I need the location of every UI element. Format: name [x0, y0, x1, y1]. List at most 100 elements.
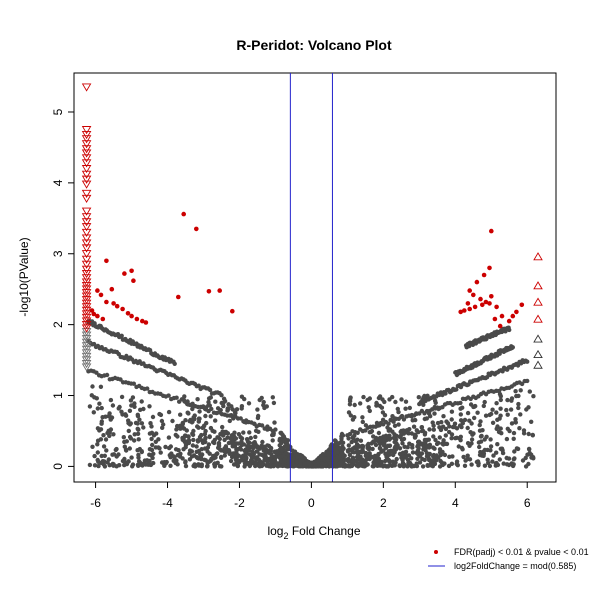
- background-point: [301, 455, 306, 460]
- background-point: [505, 412, 510, 417]
- background-point: [504, 436, 510, 442]
- clipped-triangle-down: [81, 180, 92, 189]
- significant-point: [143, 320, 149, 325]
- background-point: [513, 389, 518, 394]
- background-point: [375, 453, 380, 458]
- background-point: [432, 461, 438, 467]
- background-point: [304, 462, 309, 467]
- background-point: [373, 442, 379, 448]
- background-point: [482, 437, 487, 442]
- background-point: [387, 443, 392, 448]
- background-point: [413, 433, 418, 439]
- background-point: [269, 459, 274, 464]
- background-point: [252, 455, 257, 460]
- clipped-triangle-up: [533, 314, 543, 323]
- background-point: [221, 396, 227, 401]
- background-point: [95, 438, 101, 443]
- significant-point: [472, 304, 478, 310]
- background-point: [95, 406, 101, 411]
- background-point: [410, 418, 415, 423]
- band-point: [145, 386, 150, 391]
- background-point: [409, 456, 414, 461]
- background-point: [191, 463, 196, 469]
- clipped-triangle-down: [81, 274, 92, 283]
- background-point: [377, 435, 383, 441]
- background-point: [186, 438, 192, 443]
- clipped-triangle-up: [533, 349, 543, 359]
- y-tick-label: 0: [51, 463, 65, 470]
- background-point: [180, 420, 185, 426]
- background-point: [505, 426, 510, 431]
- background-point: [128, 436, 134, 441]
- background-point: [149, 436, 154, 442]
- background-point: [194, 455, 199, 460]
- background-point: [116, 452, 121, 457]
- significant-point: [104, 258, 109, 264]
- background-point: [229, 413, 234, 418]
- background-point: [139, 399, 144, 404]
- significant-point: [489, 294, 494, 299]
- background-point: [151, 460, 156, 466]
- significant-point: [89, 308, 95, 313]
- significant-point: [489, 228, 494, 234]
- clipped-triangle-down: [81, 154, 92, 163]
- significant-point: [478, 296, 483, 302]
- background-point: [248, 461, 254, 466]
- background-point: [172, 455, 177, 460]
- background-point: [512, 449, 517, 454]
- background-point: [205, 464, 210, 469]
- background-point: [495, 442, 500, 447]
- x-tick-label: -6: [90, 496, 101, 510]
- background-point: [399, 397, 404, 402]
- background-point: [414, 450, 419, 455]
- background-point: [243, 447, 249, 452]
- background-point: [87, 462, 93, 468]
- significant-point: [471, 292, 476, 298]
- x-axis-label: log2 Fold Change: [267, 524, 360, 541]
- background-point: [120, 458, 126, 464]
- background-point: [360, 415, 365, 420]
- background-point: [495, 462, 501, 468]
- background-point: [182, 394, 187, 399]
- significant-point: [483, 299, 489, 305]
- background-point: [461, 454, 466, 460]
- background-point: [263, 449, 268, 455]
- background-point: [380, 417, 386, 422]
- background-point: [111, 432, 116, 437]
- clipped-triangle-down: [81, 159, 92, 168]
- background-point: [494, 450, 499, 455]
- background-point: [211, 440, 216, 445]
- background-point: [150, 442, 155, 448]
- background-point: [477, 444, 482, 450]
- background-point: [90, 384, 95, 389]
- band-point: [119, 333, 124, 338]
- threshold-lines: [289, 73, 333, 482]
- background-point: [388, 417, 393, 423]
- background-point: [183, 459, 188, 464]
- background-point: [526, 405, 531, 410]
- background-point: [132, 432, 137, 437]
- background-point: [508, 407, 514, 412]
- background-point: [434, 405, 439, 411]
- background-point: [374, 420, 380, 426]
- background-point: [150, 455, 155, 461]
- clipped-triangle-down: [81, 170, 92, 179]
- background-point: [384, 454, 389, 459]
- background-point: [92, 395, 97, 400]
- background-point: [175, 453, 180, 458]
- background-point: [183, 463, 189, 469]
- background-point: [411, 463, 417, 469]
- significant-point: [506, 318, 512, 324]
- background-point: [530, 433, 535, 438]
- significant-point: [125, 311, 131, 316]
- background-point: [281, 433, 286, 439]
- background-point: [335, 443, 340, 448]
- clipped-triangle-up: [533, 281, 543, 290]
- background-point: [234, 452, 240, 457]
- background-point: [514, 446, 520, 451]
- background-point: [248, 435, 253, 441]
- background-point: [107, 463, 112, 468]
- background-point: [458, 418, 464, 423]
- band-point: [440, 405, 445, 410]
- background-point: [409, 412, 414, 418]
